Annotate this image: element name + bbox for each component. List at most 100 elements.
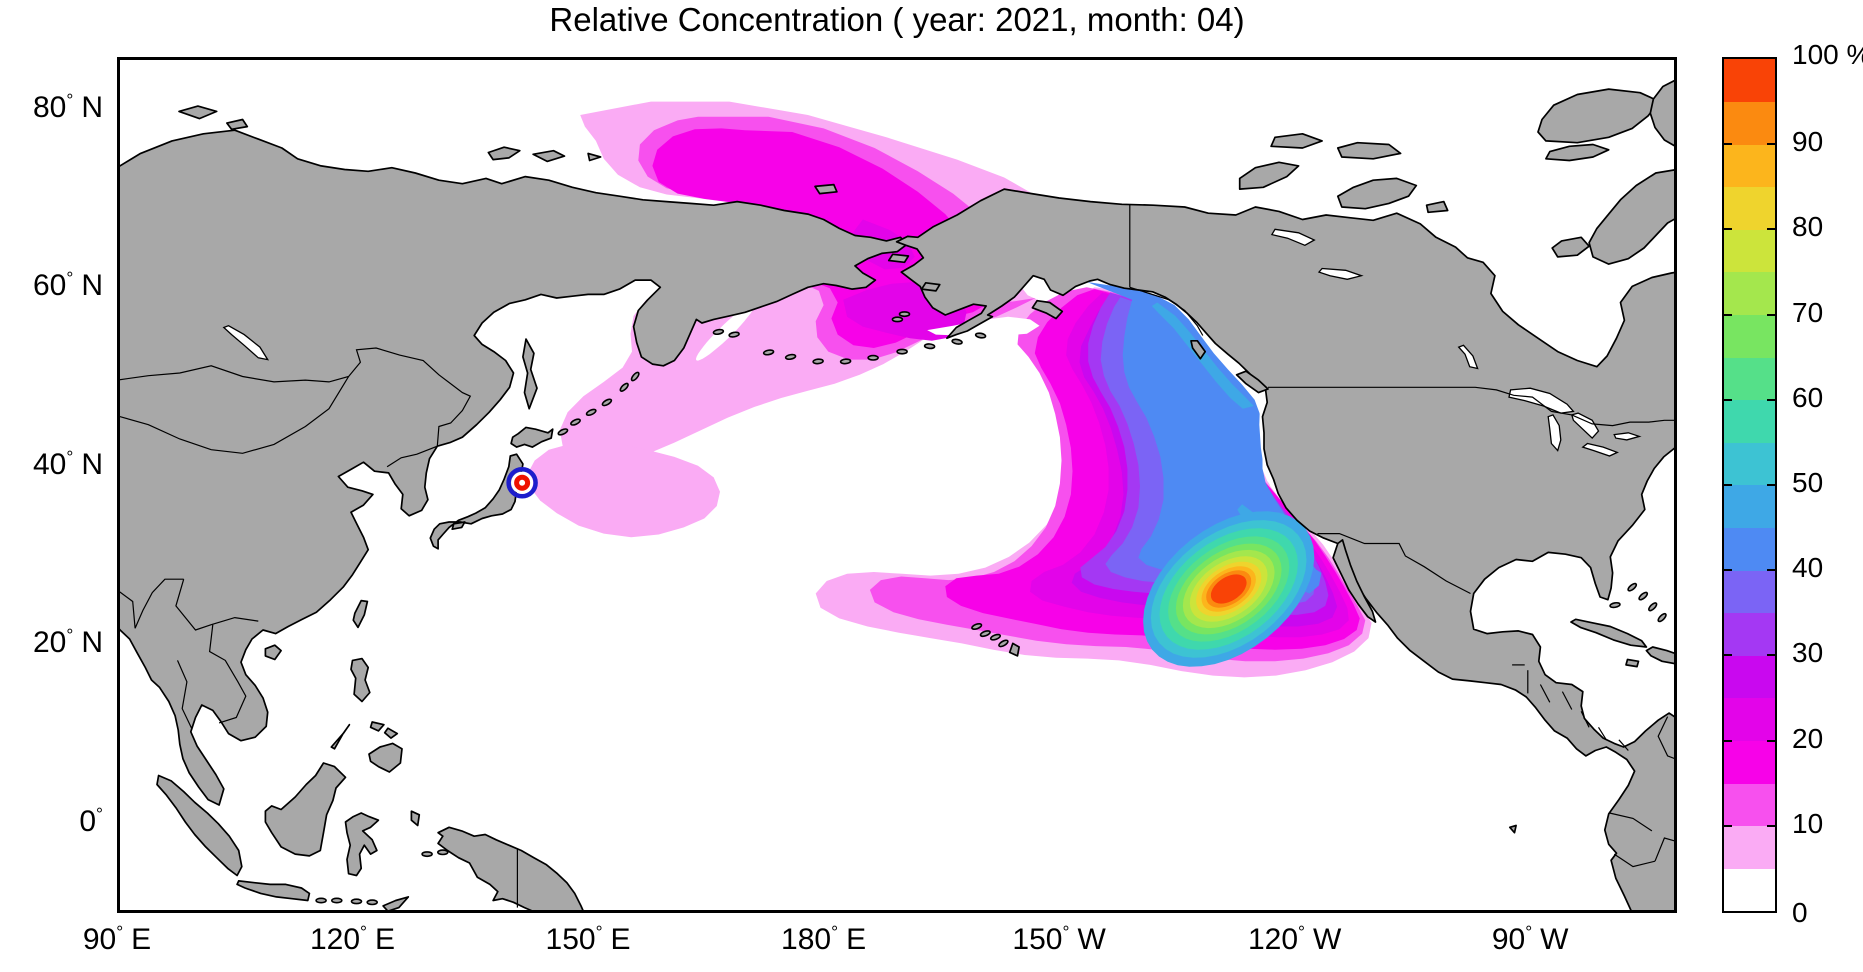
land-polygon (487, 146, 521, 161)
country-border (1654, 837, 1677, 862)
marker-inner-ring (514, 474, 531, 491)
colorbar-label-50: 50 (1792, 467, 1824, 498)
land-polygon (1508, 824, 1517, 834)
land-polygon (1336, 177, 1418, 210)
land-polygon (587, 152, 602, 162)
land-polygon (1336, 141, 1402, 160)
y-tick-label-60N: 60° N (32, 268, 103, 303)
x-tick-label-90E: 90° E (82, 922, 152, 956)
colorbar-segment-60-65 (1724, 357, 1775, 401)
land-polygon (1570, 618, 1648, 648)
island-dash (923, 343, 936, 350)
lake (1317, 267, 1364, 280)
land-polygon (264, 644, 282, 661)
island-dash (350, 898, 363, 905)
lake (222, 324, 270, 361)
land-polygon (887, 253, 910, 264)
land-polygon (1545, 143, 1610, 162)
hotspot-ring-95 (1210, 574, 1247, 604)
island-dash (971, 623, 983, 630)
land-polygon (350, 657, 371, 703)
land-polygon (1270, 132, 1323, 149)
colorbar-tick (1724, 739, 1732, 742)
pacific-concentration-map (117, 57, 1677, 913)
country-border (1561, 691, 1573, 710)
colorbar-segment-80-85 (1724, 186, 1775, 230)
island-dash (951, 338, 963, 345)
x-tick-label-90W: 90° W (1491, 922, 1569, 956)
lake (1457, 344, 1479, 370)
country-border (1539, 684, 1551, 703)
colorbar-segment-10-15 (1724, 783, 1775, 827)
island-dash (839, 358, 852, 365)
colorbar-label-70: 70 (1792, 296, 1824, 328)
island-dash (436, 849, 449, 856)
island-dash (619, 382, 629, 392)
y-tick-label-20N: 20° N (32, 625, 103, 660)
island-dash (891, 316, 904, 323)
country-border (117, 376, 350, 454)
colorbar-segment-90-95 (1724, 101, 1775, 145)
land-polygon (1537, 88, 1661, 144)
x-tick-label-180E: 180° E (781, 922, 867, 956)
island-dash (762, 349, 775, 356)
island-dash (1657, 612, 1667, 623)
colorbar-segment-30-35 (1724, 612, 1775, 656)
colorbar-label-20: 20 (1792, 722, 1824, 754)
lake (1508, 387, 1575, 414)
land-polygon (1625, 658, 1640, 668)
colorbar-tick (1767, 398, 1775, 401)
colorbar-segment-15-20 (1724, 740, 1775, 784)
country-border (1317, 533, 1471, 595)
colorbar-segment-20-25 (1724, 698, 1775, 742)
country-border (208, 624, 247, 724)
island-dash (712, 328, 725, 336)
country-border (117, 347, 472, 447)
country-border (1613, 853, 1656, 868)
land-polygon (344, 812, 380, 877)
island-dash (570, 418, 581, 426)
landmasses (117, 78, 1677, 913)
land-polygon (410, 810, 421, 827)
land-polygon (920, 281, 941, 292)
country-border (1657, 716, 1677, 761)
island-dash (585, 408, 597, 417)
y-tick-label-80N: 80° N (32, 89, 103, 124)
land-polygon (1588, 168, 1677, 265)
map-frame (117, 57, 1677, 913)
colorbar-segment-95-100 (1724, 59, 1775, 103)
island-dash (896, 348, 908, 355)
colorbar-tick (1767, 739, 1775, 742)
colorbar-segment-5-10 (1724, 825, 1775, 869)
colorbar-segment-40-45 (1724, 527, 1775, 571)
island-dash (784, 353, 797, 361)
land-polygon (1235, 370, 1269, 394)
island-dash (1638, 591, 1649, 601)
colorbar-segment-75-80 (1724, 229, 1775, 273)
land-polygon (156, 774, 243, 877)
country-border (175, 579, 259, 631)
colorbar-segment-35-40 (1724, 570, 1775, 614)
island-dash (315, 897, 327, 904)
land-polygon (437, 826, 585, 913)
country-border (1268, 386, 1677, 427)
contour-east-of-japan-patch (527, 442, 720, 538)
colorbar-segment-85-90 (1724, 144, 1775, 188)
colorbar-tick (1724, 569, 1732, 572)
colorbar-segment-45-50 (1724, 485, 1775, 529)
island-dash (974, 332, 987, 339)
colorbar-segment-65-70 (1724, 314, 1775, 358)
x-tick-label-150E: 150° E (545, 922, 631, 956)
island-dash (1609, 601, 1621, 609)
colorbar-segment-0-5 (1724, 868, 1775, 912)
x-tick-label-120W: 120° W (1247, 922, 1342, 956)
colorbar-label-10: 10 (1792, 807, 1824, 839)
island-dash (630, 371, 640, 382)
island-dash (331, 897, 343, 904)
colorbar-tick (1767, 313, 1775, 316)
land-polygon (264, 762, 347, 857)
land-polygon (1645, 646, 1677, 665)
lake (1547, 414, 1562, 452)
colorbar-tick (1724, 484, 1732, 486)
